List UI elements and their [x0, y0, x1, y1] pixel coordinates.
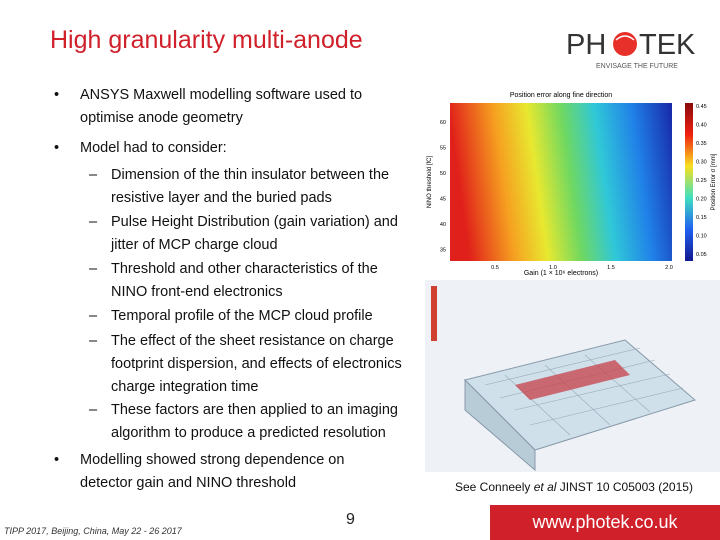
tick-label: 0.35	[696, 141, 707, 147]
tick-label: 45	[440, 197, 446, 203]
tick-label: 0.10	[696, 234, 707, 240]
citation: See Conneely et al JINST 10 C05003 (2015…	[455, 480, 693, 494]
url-bar: www.photek.co.uk	[490, 505, 720, 540]
tick-label: 50	[440, 171, 446, 177]
slide-title: High granularity multi-anode	[50, 26, 363, 54]
conference: TIPP 2017, Beijing, China, May 22 - 26 2…	[4, 526, 182, 536]
tick-label: 2.0	[665, 265, 673, 271]
logo-tagline: ENVISAGE THE FUTURE	[596, 63, 678, 70]
tick-label: 0.5	[491, 265, 499, 271]
tick-label: 35	[440, 248, 446, 254]
y-label: NINO threshold [fC]	[427, 155, 433, 208]
model-render	[425, 280, 720, 472]
bullet-item: The effect of the sheet resistance on ch…	[89, 330, 406, 399]
contour-area	[450, 103, 672, 261]
logo: PH TEK ENVISAGE THE FUTURE	[566, 29, 696, 70]
tick-label: 60	[440, 120, 446, 126]
tick-label: 0.05	[696, 252, 707, 258]
tick-label: 0.30	[696, 160, 707, 166]
tick-label: 0.20	[696, 197, 707, 203]
tick-label: 0.15	[696, 215, 707, 221]
tick-label: 1.5	[607, 265, 615, 271]
bullet-item: ANSYS Maxwell modelling software used to…	[54, 84, 400, 130]
citation-text: See Conneely	[455, 480, 534, 494]
citation-text: JINST 10 C05003 (2015)	[556, 480, 693, 494]
bullet-item: Temporal profile of the MCP cloud profil…	[89, 305, 406, 328]
tick-label: 1.0	[549, 265, 557, 271]
logo-left: PH	[566, 29, 606, 61]
x-label: Gain (1 × 10⁶ electrons)	[524, 270, 598, 277]
tick-label: 0.25	[696, 178, 707, 184]
bullet-item: Pulse Height Distribution (gain variatio…	[89, 211, 406, 257]
colorbar	[685, 103, 693, 261]
citation-italic: et al	[533, 480, 557, 494]
bullet-item: These factors are then applied to an ima…	[89, 399, 406, 445]
contour-plot: Position error along fine direction Gain…	[427, 92, 717, 277]
logo-right: TEK	[639, 29, 696, 61]
bullet-item: Modelling showed strong dependence on de…	[54, 449, 400, 495]
bullet-item: Threshold and other characteristics of t…	[89, 258, 406, 304]
figure-title: Position error along fine direction	[510, 92, 612, 99]
page-number: 9	[346, 511, 355, 528]
bullet-item: Dimension of the thin insulator between …	[89, 164, 406, 210]
tick-label: 0.45	[696, 104, 707, 110]
tick-label: 0.40	[696, 123, 707, 129]
colorbar-label: Position Error σ [mm]	[711, 153, 717, 210]
tick-label: 40	[440, 222, 446, 228]
bullet-item: Model had to consider:	[54, 137, 400, 160]
tick-label: 55	[440, 146, 446, 152]
